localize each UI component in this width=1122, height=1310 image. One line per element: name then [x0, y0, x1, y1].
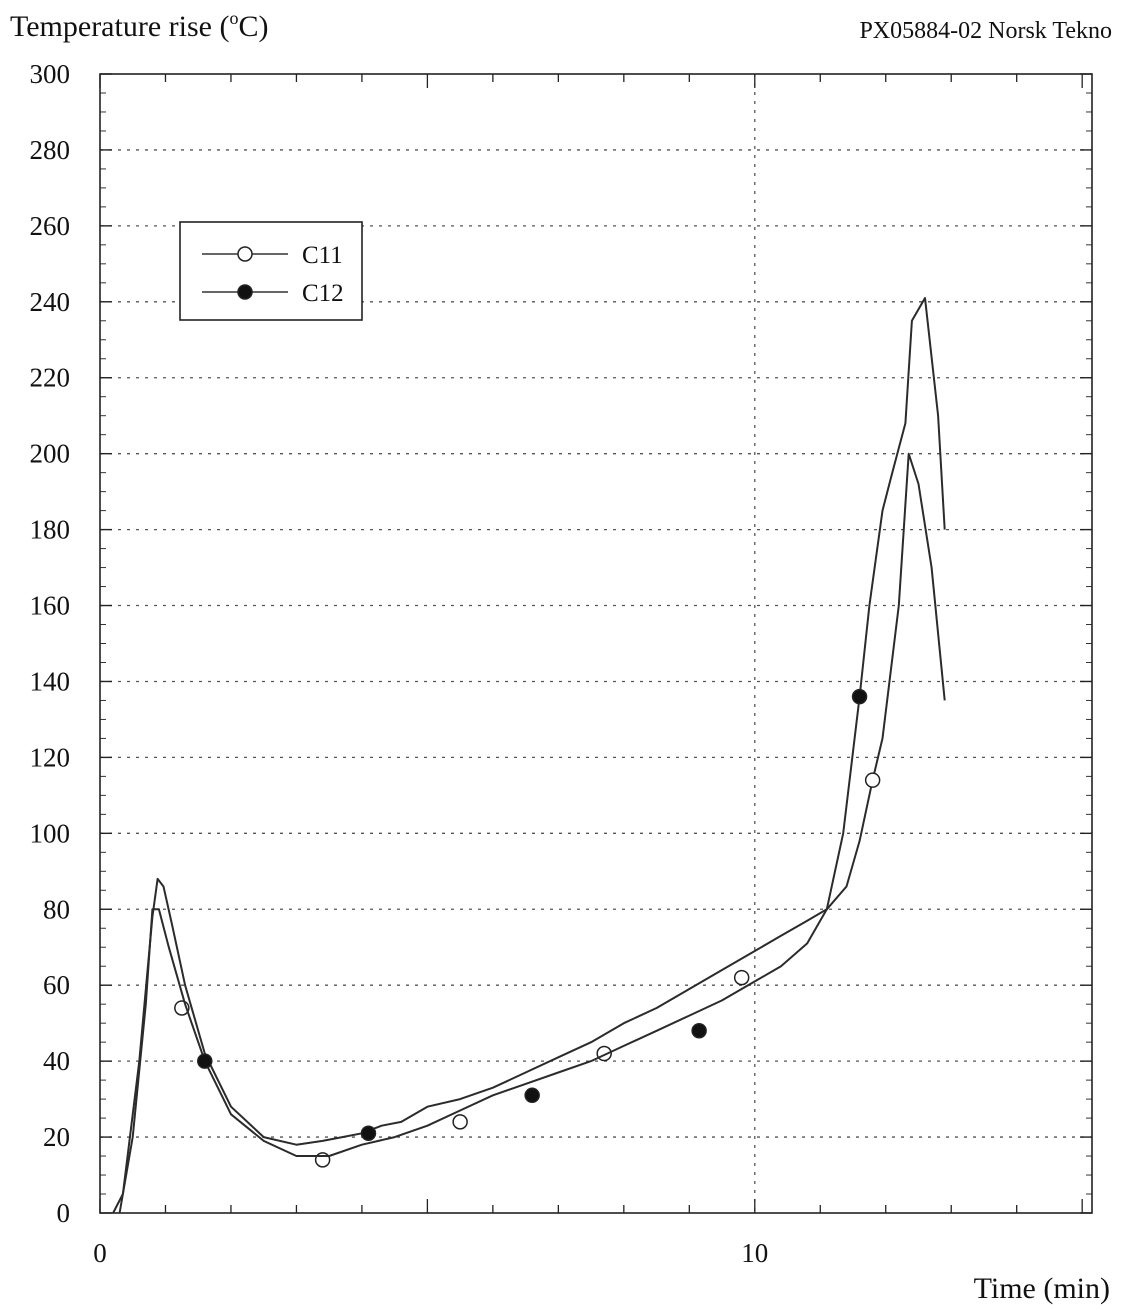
x-tick-label: 10	[741, 1238, 768, 1268]
y-tick-label: 240	[30, 287, 71, 317]
series-line-C12	[118, 297, 946, 1214]
x-tick-labels: 0 10	[93, 1238, 768, 1268]
y-tick-label: 200	[30, 439, 71, 469]
marker-C11	[314, 1152, 331, 1168]
y-tick-label: 60	[43, 970, 70, 1000]
legend-entry-C11: C11	[202, 242, 343, 269]
y-tick-label: 20	[43, 1122, 70, 1152]
marker-C12	[197, 1053, 213, 1069]
legend-entry-C12: C12	[202, 280, 344, 307]
y-tick-labels: 0 20 40 60 80 100 120 140 160 180 200 220 240 260 280 3…	[30, 59, 71, 1228]
y-tick-label: 220	[30, 363, 71, 393]
x-axis-label: Time (min)	[974, 1272, 1110, 1305]
y-tick-label: 260	[30, 211, 71, 241]
marker-C11	[733, 969, 750, 986]
marker-C11	[864, 772, 881, 788]
marker-C12	[360, 1125, 377, 1142]
x-tick-label: 0	[93, 1238, 107, 1268]
legend-box	[179, 221, 363, 321]
y-tick-label: 100	[30, 818, 71, 848]
plot-frame	[99, 73, 1093, 1214]
y-tick-label: 0	[57, 1198, 71, 1228]
y-tick-label: 280	[30, 135, 71, 165]
series	[112, 297, 946, 1214]
axes	[99, 73, 1093, 1214]
series-C11	[112, 452, 946, 1214]
y-tick-label: 40	[43, 1046, 70, 1076]
y-axis-label: Temperature rise (oC)	[10, 8, 268, 43]
source-label: PX05884-02 Norsk Tekno	[859, 18, 1112, 44]
legend-label: C12	[302, 280, 344, 307]
legend-marker	[237, 284, 253, 300]
y-tick-label: 80	[43, 894, 70, 924]
y-tick-label: 300	[30, 59, 71, 89]
grid	[100, 74, 1092, 1213]
series-C12	[118, 297, 946, 1214]
y-tick-label: 120	[30, 742, 71, 772]
marker-C11	[452, 1114, 468, 1130]
series-line-C11	[112, 452, 946, 1214]
marker-C12	[691, 1023, 707, 1039]
y-tick-label: 140	[30, 666, 71, 696]
marker-C12	[524, 1087, 540, 1104]
y-tick-label: 180	[30, 515, 71, 545]
legend-marker	[237, 246, 253, 262]
legend-label: C11	[302, 242, 343, 269]
y-tick-label: 160	[30, 591, 71, 621]
marker-C12	[851, 688, 868, 705]
